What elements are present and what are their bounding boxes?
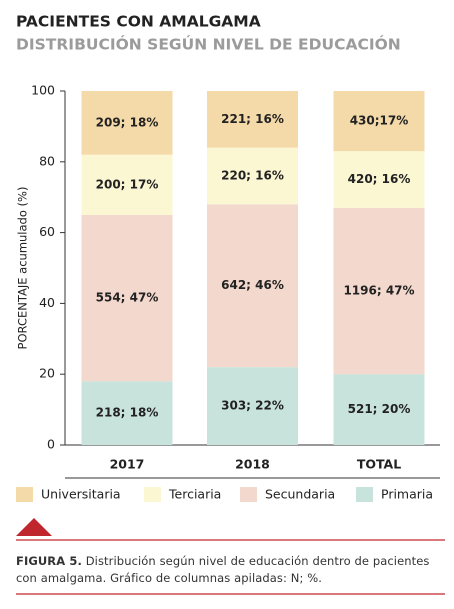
caption-text: Distribución según nivel de educación de…: [16, 554, 430, 585]
y-axis-label: PORCENTAJE acumulado (%): [16, 187, 30, 350]
bar-segment: [81, 214, 173, 382]
y-tick-label: 60: [39, 224, 55, 239]
y-tick-label: 100: [31, 83, 55, 98]
bar-segment: [81, 91, 173, 155]
legend-swatch: [240, 487, 257, 502]
legend-swatch: [144, 487, 161, 502]
y-tick-label: 20: [39, 366, 55, 381]
bar-segment: [207, 91, 298, 148]
chart-title: PACIENTES CON AMALGAMA: [16, 13, 261, 31]
x-tick-label: 2018: [235, 457, 270, 472]
data-label: 303; 22%: [221, 399, 284, 413]
bar-segment: [207, 204, 298, 368]
bar-segment: [333, 207, 425, 375]
x-tick-label: TOTAL: [357, 457, 401, 472]
bar-segment: [207, 367, 298, 445]
data-label: 220; 16%: [221, 168, 284, 182]
legend-label: Primaria: [381, 487, 433, 502]
caption: FIGURA 5. Distribución según nivel de ed…: [16, 553, 444, 587]
legend-swatch: [356, 487, 373, 502]
legend-swatch: [16, 487, 33, 502]
y-tick-label: 80: [39, 153, 55, 168]
data-label: 521; 20%: [348, 402, 411, 416]
legend-label: Terciaria: [168, 487, 221, 502]
data-label: 420; 16%: [348, 172, 411, 186]
data-label: 218; 18%: [96, 406, 159, 420]
data-label: 430;17%: [350, 114, 409, 128]
y-tick-label: 0: [47, 437, 55, 452]
legend-label: Universitaria: [41, 487, 121, 502]
legend-label: Secundaria: [265, 487, 335, 502]
chart-subtitle: DISTRIBUCIÓN SEGÚN NIVEL DE EDUCACIÓN: [16, 35, 401, 54]
bar-segment: [207, 147, 298, 205]
data-label: 221; 16%: [221, 112, 284, 126]
bar-segment: [81, 381, 173, 445]
data-label: 642; 46%: [221, 278, 284, 292]
x-tick-label: 2017: [110, 457, 145, 472]
bar-segment: [333, 151, 425, 208]
data-label: 200; 17%: [96, 177, 159, 191]
data-label: 209; 18%: [96, 115, 159, 129]
caption-label: FIGURA 5.: [16, 554, 82, 568]
data-label: 554; 47%: [96, 291, 159, 305]
bar-segment: [333, 91, 425, 152]
decor-triangle: [16, 518, 52, 536]
data-label: 1196; 47%: [343, 284, 414, 298]
bar-segment: [81, 154, 173, 215]
y-tick-label: 40: [39, 295, 55, 310]
bar-segment: [333, 374, 425, 445]
